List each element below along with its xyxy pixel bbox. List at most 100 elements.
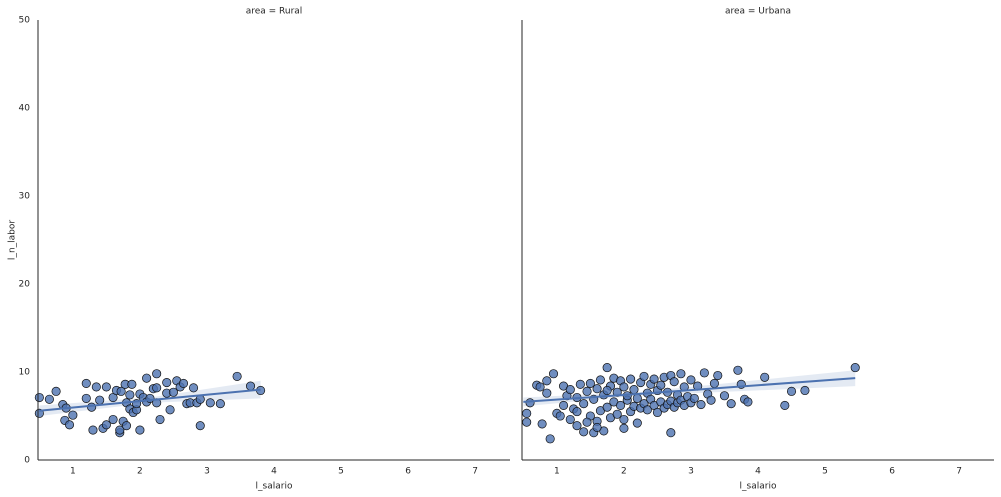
- point: [619, 414, 629, 425]
- point: [44, 394, 54, 404]
- point: [81, 378, 91, 388]
- point: [582, 386, 592, 396]
- point: [786, 386, 797, 396]
- x-tick-label: 2: [621, 467, 627, 477]
- point: [689, 393, 699, 403]
- point: [34, 392, 44, 403]
- point: [205, 398, 215, 408]
- point: [649, 374, 659, 384]
- point: [575, 379, 585, 389]
- point: [555, 411, 565, 421]
- y-tick-label: 30: [19, 192, 31, 202]
- point: [582, 417, 592, 427]
- panel-title: area = Rural: [246, 7, 303, 17]
- point: [81, 393, 91, 403]
- point: [215, 399, 225, 409]
- point: [548, 369, 559, 379]
- point: [68, 410, 78, 420]
- point: [535, 382, 545, 392]
- x-tick-label: 4: [755, 467, 761, 477]
- x-tick-label: 7: [956, 467, 962, 477]
- point: [706, 395, 716, 405]
- point: [579, 427, 589, 437]
- point: [542, 376, 552, 386]
- point: [178, 378, 189, 388]
- point: [602, 363, 612, 373]
- point: [612, 409, 622, 419]
- point: [188, 383, 199, 393]
- point: [108, 414, 118, 425]
- point: [696, 400, 706, 410]
- point: [165, 405, 175, 415]
- point: [642, 405, 652, 415]
- point: [152, 369, 162, 379]
- point: [760, 372, 770, 382]
- regression-line: [39, 388, 261, 412]
- x-tick-label: 1: [554, 467, 560, 477]
- point: [522, 417, 532, 427]
- x-tick-label: 5: [338, 467, 344, 477]
- point: [168, 387, 178, 397]
- point: [525, 398, 535, 408]
- point: [121, 421, 132, 431]
- point: [195, 421, 205, 431]
- point: [743, 397, 753, 407]
- point: [542, 388, 552, 398]
- point: [87, 402, 97, 412]
- point: [565, 414, 575, 425]
- point: [616, 400, 626, 410]
- point: [652, 407, 662, 418]
- point: [595, 375, 605, 385]
- point: [155, 414, 165, 425]
- x-axis-label: l_salario: [740, 482, 777, 492]
- point: [592, 422, 602, 432]
- panel-title: area = Urbana: [725, 7, 791, 17]
- point: [101, 420, 111, 430]
- x-tick-label: 3: [688, 467, 694, 477]
- point: [602, 385, 612, 396]
- point: [64, 420, 75, 430]
- point: [709, 378, 719, 388]
- point: [537, 419, 547, 429]
- point: [629, 385, 639, 395]
- point: [127, 379, 137, 389]
- point: [686, 375, 696, 385]
- point: [572, 421, 582, 431]
- point: [699, 368, 709, 378]
- point: [135, 425, 145, 435]
- point: [559, 400, 569, 410]
- point: [51, 386, 61, 396]
- x-tick-label: 6: [405, 467, 411, 477]
- point: [585, 378, 595, 388]
- point: [116, 386, 126, 396]
- point: [565, 385, 575, 395]
- x-tick-label: 7: [472, 467, 478, 477]
- point: [669, 377, 679, 387]
- y-tick-label: 20: [19, 280, 31, 290]
- point: [719, 391, 730, 401]
- point: [592, 384, 602, 394]
- x-axis-label: l_salario: [256, 482, 293, 492]
- x-tick-label: 4: [271, 467, 277, 477]
- point: [115, 425, 125, 435]
- point: [656, 380, 666, 390]
- point: [780, 400, 790, 410]
- y-axis-label: l_n_labor: [8, 220, 18, 260]
- point: [626, 374, 636, 384]
- point: [245, 381, 256, 391]
- point: [91, 382, 101, 392]
- point: [579, 399, 589, 409]
- point: [733, 365, 743, 375]
- point: [676, 369, 686, 379]
- point: [88, 425, 98, 435]
- point: [232, 371, 242, 381]
- point: [152, 383, 162, 393]
- regression-line: [523, 377, 856, 403]
- point: [619, 423, 629, 433]
- y-tick-label: 10: [19, 368, 31, 378]
- point: [726, 399, 736, 409]
- y-tick-label: 40: [19, 104, 31, 114]
- point: [619, 382, 629, 392]
- x-tick-label: 1: [70, 467, 76, 477]
